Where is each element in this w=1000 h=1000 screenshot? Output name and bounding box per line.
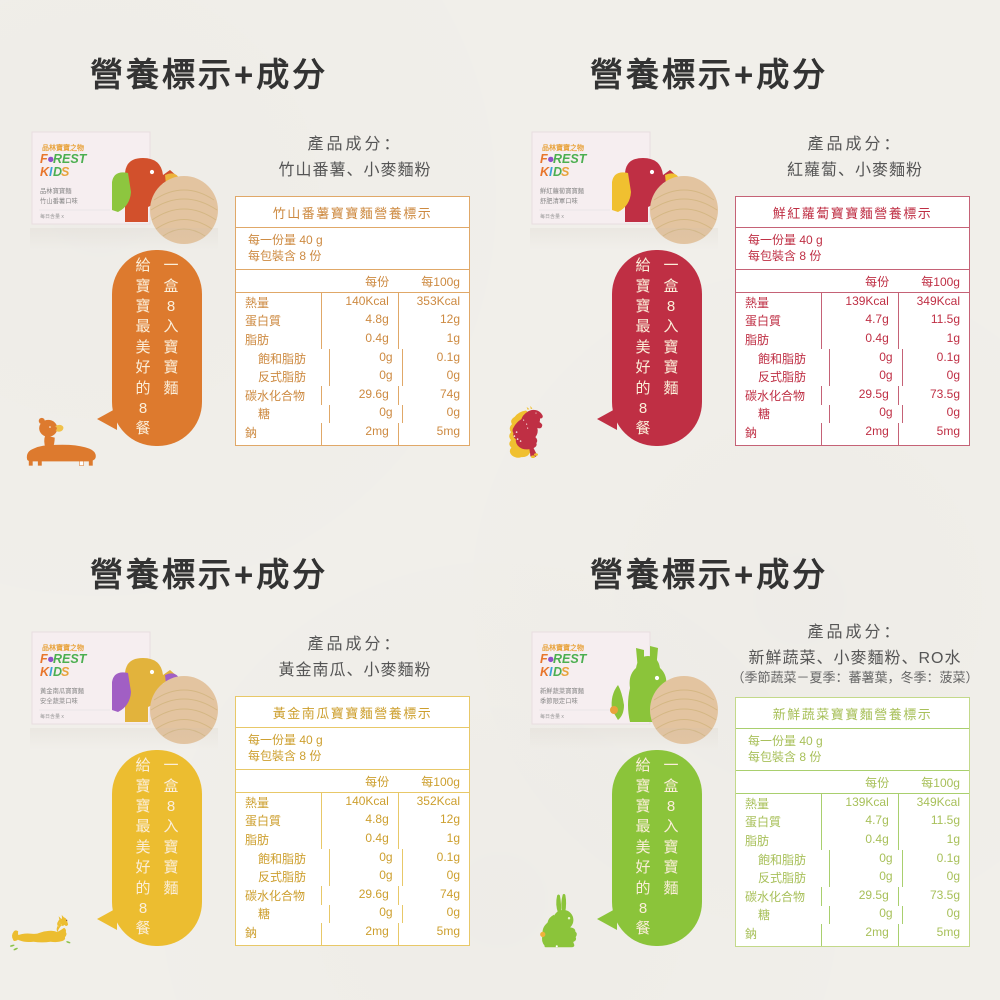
svg-text:品林寶寶之物: 品林寶寶之物 (42, 143, 84, 152)
svg-text:S: S (561, 665, 570, 679)
svg-text:S: S (561, 165, 570, 179)
svg-text:REST: REST (53, 152, 88, 166)
svg-text:每日含量 x: 每日含量 x (540, 213, 564, 220)
svg-text:每日含量 x: 每日含量 x (40, 713, 64, 720)
svg-text:S: S (61, 165, 70, 179)
svg-text:REST: REST (553, 152, 588, 166)
svg-text:季節限定口味: 季節限定口味 (540, 696, 578, 705)
svg-text:品林寶寶之物: 品林寶寶之物 (542, 143, 584, 152)
svg-text:REST: REST (53, 652, 88, 666)
svg-text:S: S (61, 665, 70, 679)
svg-text:鮮紅蘿蔔寶寶麵: 鮮紅蘿蔔寶寶麵 (540, 186, 585, 195)
svg-text:品林寶寶麵: 品林寶寶麵 (40, 186, 72, 195)
svg-text:安全蔬菜口味: 安全蔬菜口味 (40, 696, 78, 705)
svg-text:舒肥清軍口味: 舒肥清軍口味 (540, 196, 578, 205)
svg-text:竹山番薯口味: 竹山番薯口味 (40, 196, 78, 205)
svg-text:品林寶寶之物: 品林寶寶之物 (42, 643, 84, 652)
svg-text:每日含量 x: 每日含量 x (40, 213, 64, 220)
svg-text:每日含量 x: 每日含量 x (540, 713, 564, 720)
svg-text:黃金南瓜寶寶麵: 黃金南瓜寶寶麵 (40, 686, 85, 695)
svg-text:新鮮蔬菜寶寶麵: 新鮮蔬菜寶寶麵 (540, 686, 585, 695)
svg-text:REST: REST (553, 652, 588, 666)
svg-text:品林寶寶之物: 品林寶寶之物 (542, 643, 584, 652)
